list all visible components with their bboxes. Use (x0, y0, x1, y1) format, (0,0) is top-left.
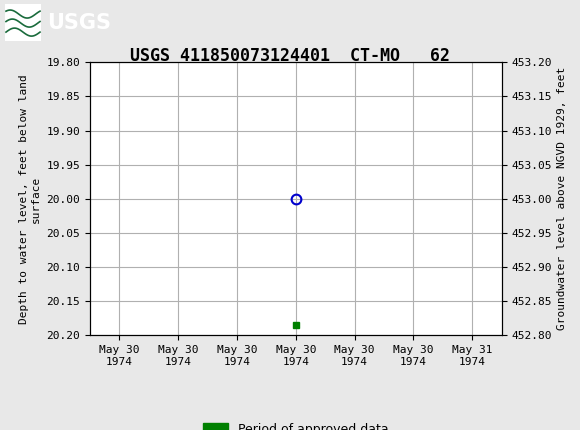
Y-axis label: Depth to water level, feet below land
surface: Depth to water level, feet below land su… (19, 74, 41, 324)
Text: USGS 411850073124401  CT-MO   62: USGS 411850073124401 CT-MO 62 (130, 47, 450, 65)
Bar (5, 4, 41, 41)
Y-axis label: Groundwater level above NGVD 1929, feet: Groundwater level above NGVD 1929, feet (557, 67, 567, 331)
Legend: Period of approved data: Period of approved data (198, 418, 394, 430)
Text: USGS: USGS (47, 13, 111, 33)
